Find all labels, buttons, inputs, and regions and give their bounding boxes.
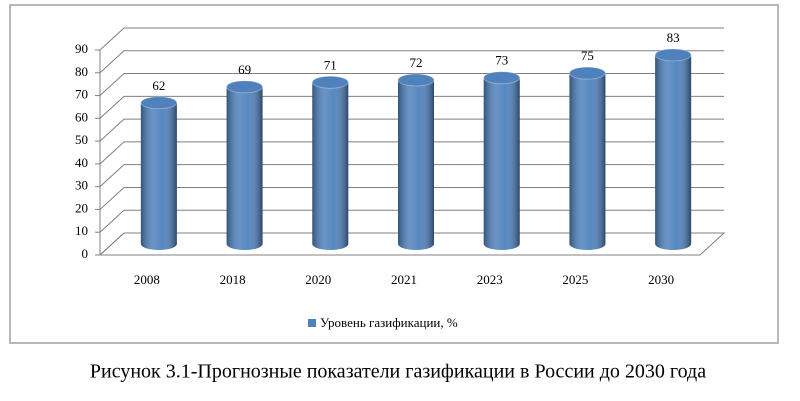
- bar-shading: [140, 102, 177, 251]
- bar-top: [397, 73, 435, 87]
- value-label: 62: [152, 78, 165, 93]
- bar-shading: [226, 86, 263, 250]
- grid-line: [99, 73, 724, 96]
- bar-shading: [569, 73, 606, 251]
- legend-swatch: [308, 319, 316, 327]
- x-tick-label: 2008: [134, 272, 160, 287]
- y-tick-label: 70: [75, 87, 88, 102]
- x-tick-label: 2020: [305, 272, 331, 287]
- y-tick-label: 80: [75, 64, 88, 79]
- bar-shading: [655, 54, 692, 250]
- grid-line: [99, 186, 724, 210]
- bar-shading: [312, 82, 349, 251]
- y-tick-label: 90: [75, 41, 88, 56]
- grid-line: [99, 232, 724, 256]
- x-tick-label: 2030: [648, 272, 674, 287]
- value-label: 83: [667, 30, 680, 45]
- y-tick-label: 10: [75, 223, 88, 238]
- bar-shading: [398, 80, 434, 250]
- y-tick-label: 20: [75, 200, 88, 215]
- bar-top: [226, 80, 264, 94]
- value-label: 75: [581, 48, 594, 63]
- bar-top: [568, 66, 606, 80]
- x-tick-label: 2023: [477, 272, 503, 287]
- bar-top: [140, 96, 178, 110]
- value-label: 72: [410, 55, 423, 70]
- x-tick-label: 2025: [562, 272, 588, 287]
- y-tick-label: 50: [75, 132, 88, 147]
- y-tick-label: 60: [75, 109, 88, 124]
- value-label: 69: [238, 62, 251, 77]
- bar-top: [311, 75, 349, 89]
- grid-line: [99, 27, 724, 51]
- grid-line: [99, 209, 724, 233]
- y-tick-label: 40: [75, 155, 88, 170]
- grid-line: [99, 118, 724, 142]
- caption: Рисунок 3.1-Прогнозные показатели газифи…: [90, 361, 706, 383]
- x-tick-label: 2021: [391, 272, 417, 287]
- bar-shading: [483, 77, 520, 250]
- grid-line: [99, 50, 724, 74]
- value-label: 71: [324, 57, 337, 72]
- bar-top: [654, 48, 692, 62]
- x-tick-label: 2018: [220, 272, 246, 287]
- y-tick-label: 0: [82, 246, 89, 261]
- grid-line: [99, 164, 724, 188]
- chart-border: [9, 4, 779, 344]
- bar-top: [483, 71, 521, 85]
- y-tick-label: 30: [75, 178, 88, 193]
- grid-line: [99, 141, 724, 165]
- legend-label: Уровень газификации, %: [320, 315, 458, 330]
- value-label: 73: [495, 53, 508, 68]
- grid-line: [99, 95, 724, 119]
